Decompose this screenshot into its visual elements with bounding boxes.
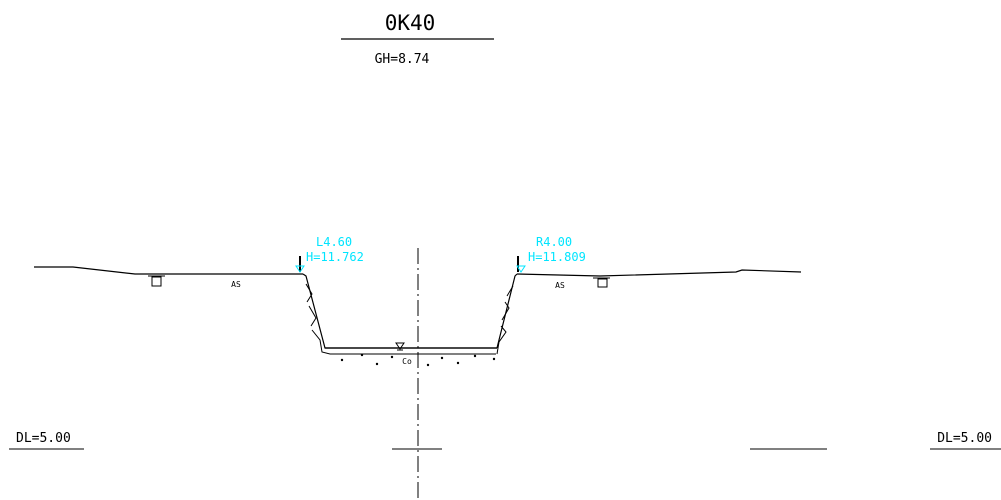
left-channel-wall <box>302 273 497 349</box>
left-bank-height: H=11.762 <box>306 250 364 264</box>
foundation-dots <box>340 353 496 367</box>
datum-label-left: DL=5.00 <box>16 431 71 446</box>
left-revetment <box>305 283 496 355</box>
right-ground-line <box>516 269 802 277</box>
left-bank-label: L4.60 <box>316 235 352 249</box>
left-drain-box <box>148 275 165 287</box>
ground-height-label: GH=8.74 <box>375 52 430 67</box>
right-surface-label: AS <box>555 281 565 290</box>
left-ground-line <box>34 266 303 275</box>
right-drain-box <box>593 277 610 288</box>
datum-label-right: DL=5.00 <box>937 431 992 446</box>
water-level-marker <box>395 342 405 351</box>
right-bank-label: R4.00 <box>536 235 572 249</box>
section-title: 0K40 <box>385 11 436 35</box>
right-bank-marker <box>516 256 526 273</box>
left-surface-label: AS <box>231 280 241 289</box>
right-bank-height: H=11.809 <box>528 250 586 264</box>
channel-bed-label: Co <box>402 357 412 366</box>
left-bank-marker <box>295 256 305 273</box>
right-revetment <box>496 285 514 355</box>
right-channel-wall <box>496 273 518 349</box>
